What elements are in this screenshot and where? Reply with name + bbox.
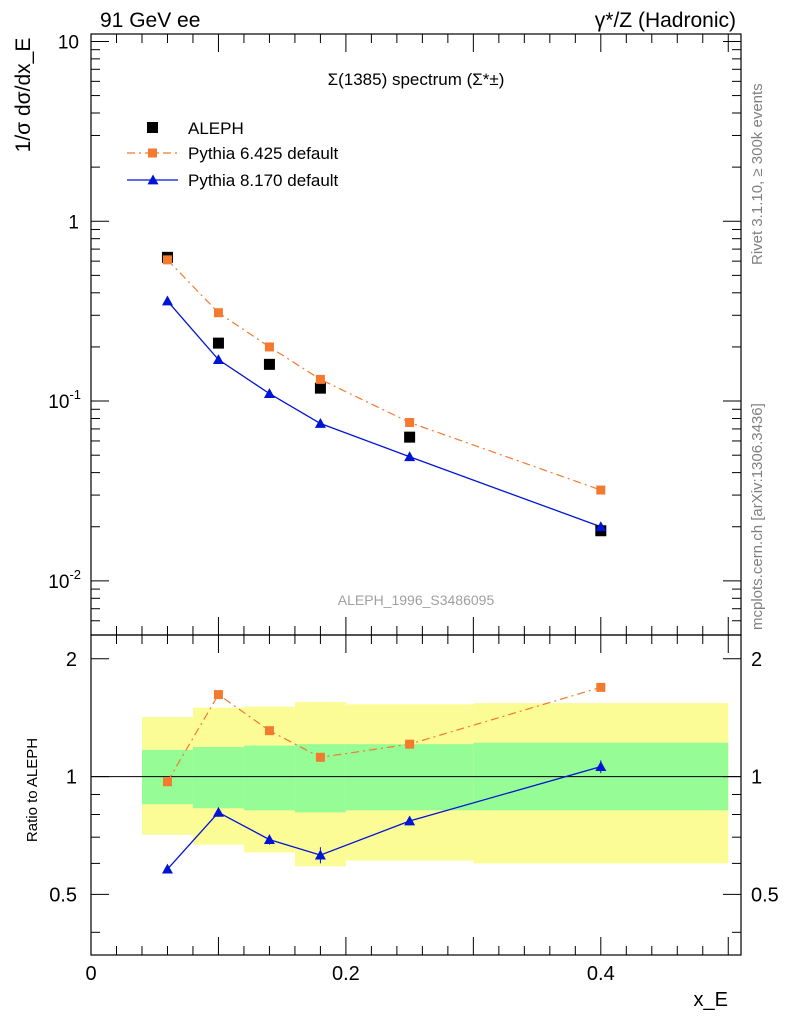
pythia8-point <box>595 521 607 532</box>
ratio-pythia8-point <box>212 806 224 817</box>
ratio-pythia6-line <box>166 686 601 783</box>
ratio-pythia6-point <box>596 682 606 692</box>
rivet-version-text: Rivet 3.1.10, ≥ 300k events <box>749 83 766 265</box>
pythia6-point <box>405 417 415 427</box>
ratio-y-tick-label-right: 0.5 <box>751 884 779 906</box>
ratio-x-tick-label: 0 <box>85 963 96 985</box>
ratio-pythia6-point <box>264 726 274 736</box>
legend-label: Pythia 8.170 default <box>188 171 339 190</box>
pythia6-line <box>167 259 602 491</box>
ratio-band-inner <box>243 745 295 811</box>
pythia6-point <box>315 374 325 384</box>
ratio-pythia6-point <box>405 739 415 749</box>
ratio-panel: 0.5 0.5 1 1 2 2 0 0.2 0.4 Ratio to ALEPH x_E <box>24 634 779 1011</box>
ratio-y-tick-label: 0.5 <box>49 884 77 906</box>
ratio-pythia6-point <box>213 690 223 700</box>
pythia8-point <box>404 451 416 462</box>
pythia8-point <box>161 295 173 306</box>
legend-aleph-marker <box>147 122 158 133</box>
ratio-y-tick-label: 1 <box>66 767 77 789</box>
main-title: Σ(1385) spectrum (Σ*±) <box>328 70 505 89</box>
aleph-data-point <box>314 382 326 394</box>
main-y-tick-label: 1 <box>68 212 79 233</box>
ratio-pythia8-point <box>595 761 607 772</box>
legend-pythia8-marker <box>147 174 159 185</box>
ratio-pythia6-point <box>315 752 325 762</box>
ratio-band-inner <box>345 744 474 811</box>
legend: ALEPH Pythia 6.425 default Pythia 8.170 de… <box>127 119 339 190</box>
ratio-y-axis-label: Ratio to ALEPH <box>24 738 41 842</box>
aleph-data-point <box>404 431 416 443</box>
pythia8-point <box>314 418 326 428</box>
ratio-x-tick-label: 0.4 <box>587 963 615 985</box>
ratio-x-tick-label: 0.2 <box>332 963 360 985</box>
ratio-pythia8-line <box>166 766 601 870</box>
pythia6-point <box>213 308 223 318</box>
watermark-analysis-id: ALEPH_1996_S3486095 <box>338 592 495 608</box>
ratio-pythia6-point <box>162 777 172 787</box>
header-right: γ*/Z (Hadronic) <box>595 9 736 32</box>
ratio-pythia8-point <box>404 815 416 826</box>
ratio-pythia8-point <box>161 863 173 874</box>
pythia8-point <box>212 354 224 365</box>
mcplots-reference-text: mcplots.cern.ch [arXiv:1306.3436] <box>749 403 766 630</box>
legend-pythia6-marker <box>148 148 157 158</box>
ratio-y-tick-label-right: 2 <box>751 649 762 671</box>
header-left: 91 GeV ee <box>100 9 200 32</box>
main-y-axis-label: 1/σ dσ/dx_E <box>12 38 35 153</box>
ratio-band-inner <box>192 747 244 809</box>
pythia6-point <box>596 485 606 495</box>
pythia8-point <box>263 388 275 399</box>
pythia8-line <box>166 300 602 528</box>
legend-label: Pythia 6.425 default <box>188 144 339 163</box>
ratio-y-tick-label: 2 <box>66 649 77 671</box>
ratio-frame <box>90 634 742 956</box>
ratio-y-tick-label-right: 1 <box>751 767 762 789</box>
main-y-tick-label: 10 <box>58 32 79 53</box>
ratio-pythia8-point <box>263 834 275 845</box>
pythia6-point <box>264 342 274 352</box>
x-axis-label: x_E <box>694 989 728 1011</box>
aleph-data-point <box>212 337 224 349</box>
aleph-data-point <box>263 358 275 370</box>
pythia6-point <box>162 255 172 265</box>
ratio-pythia8-point <box>314 849 326 860</box>
legend-label: ALEPH <box>188 119 244 138</box>
